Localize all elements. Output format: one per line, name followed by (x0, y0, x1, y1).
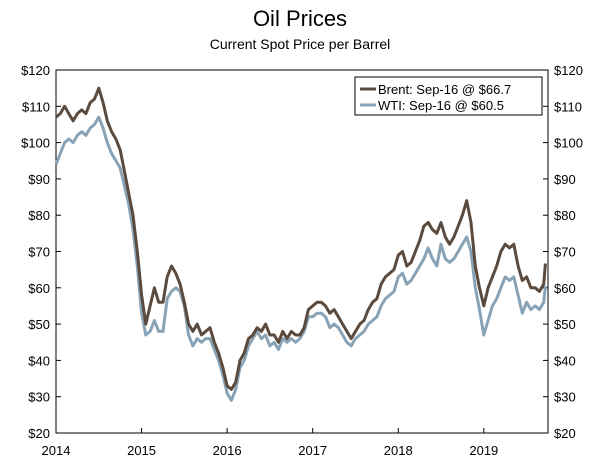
y-tick-label-right: $70 (554, 245, 576, 260)
y-tick-label-left: $120 (21, 63, 50, 78)
x-tick-label: 2017 (298, 443, 327, 458)
x-tick-label: 2019 (469, 443, 498, 458)
chart-subtitle: Current Spot Price per Barrel (209, 36, 391, 52)
legend-label-brent: Brent: Sep-16 @ $66.7 (378, 82, 511, 97)
series-line-wti (54, 115, 547, 402)
y-tick-label-left: $110 (22, 99, 50, 114)
y-tick-label-right: $20 (554, 426, 576, 441)
y-tick-label-right: $40 (554, 353, 576, 368)
y-tick-label-right: $60 (554, 281, 576, 296)
y-tick-label-right: $120 (554, 63, 583, 78)
y-tick-label-left: $100 (21, 136, 50, 151)
y-tick-label-right: $80 (554, 208, 576, 223)
y-tick-label-left: $50 (28, 317, 50, 332)
y-tick-label-right: $90 (554, 172, 576, 187)
legend: Brent: Sep-16 @ $66.7 WTI: Sep-16 @ $60.… (354, 76, 543, 116)
y-tick-label-right: $110 (554, 99, 582, 114)
series-line-brent (55, 86, 547, 391)
legend-label-wti: WTI: Sep-16 @ $60.5 (378, 98, 504, 113)
y-tick-label-left: $30 (28, 390, 50, 405)
axes-group: $20 $20 $30 $30 $40 $40 $50 $50 $60 $60 $70 $70 $80 $… (21, 63, 583, 458)
x-tick-label: 2015 (127, 443, 156, 458)
chart-title: Oil Prices (252, 6, 348, 31)
y-tick-label-left: $20 (28, 426, 50, 441)
x-tick-label: 2016 (213, 443, 242, 458)
y-tick-label-left: $80 (28, 208, 50, 223)
y-tick-label-left: $60 (28, 281, 50, 296)
y-tick-label-right: $30 (554, 390, 576, 405)
x-tick-label: 2014 (42, 443, 71, 458)
x-tick-label: 2018 (384, 443, 413, 458)
y-tick-label-left: $70 (28, 245, 50, 260)
y-tick-label-right: $50 (554, 317, 576, 332)
y-tick-label-right: $100 (554, 136, 583, 151)
legend-box (354, 76, 543, 116)
y-tick-label-left: $90 (28, 172, 50, 187)
y-tick-label-left: $40 (28, 353, 50, 368)
series-layer (54, 86, 547, 402)
